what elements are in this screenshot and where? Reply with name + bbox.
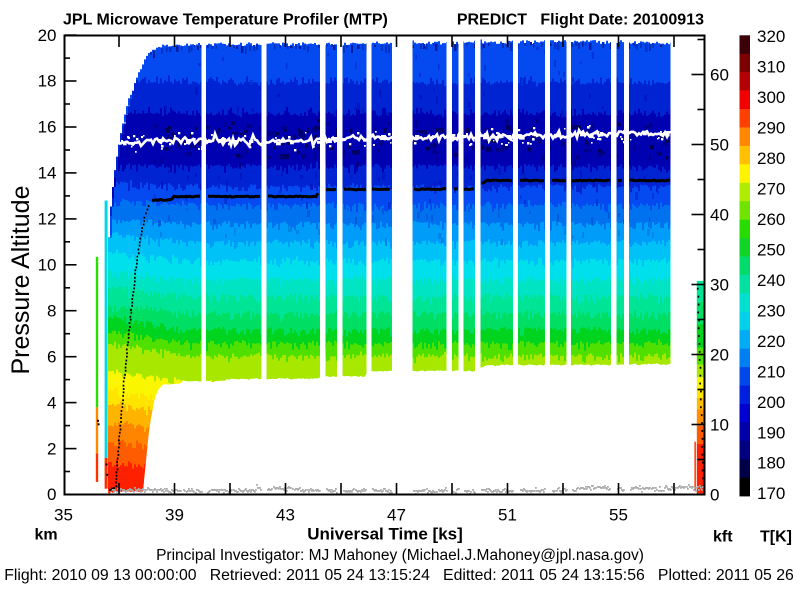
- svg-text:2: 2: [47, 439, 56, 458]
- svg-text:4: 4: [47, 393, 56, 412]
- svg-text:6: 6: [47, 347, 56, 366]
- svg-text:250: 250: [757, 240, 785, 259]
- svg-text:290: 290: [757, 119, 785, 138]
- svg-text:260: 260: [757, 210, 785, 229]
- svg-text:270: 270: [757, 180, 785, 199]
- svg-text:JPL Microwave Temperature Prof: JPL Microwave Temperature Profiler (MTP): [63, 12, 388, 29]
- svg-text:230: 230: [757, 301, 785, 320]
- svg-text:10: 10: [38, 256, 57, 275]
- svg-text:20: 20: [38, 26, 57, 45]
- svg-text:14: 14: [38, 164, 57, 183]
- svg-text:Principal Investigator: MJ Mah: Principal Investigator: MJ Mahoney (Mich…: [156, 547, 644, 564]
- svg-text:39: 39: [165, 506, 184, 525]
- svg-text:Flight: 2010 09 13 00:00:00: Flight: 2010 09 13 00:00:00 Retrieved: 2…: [4, 567, 794, 584]
- svg-text:30: 30: [710, 276, 729, 295]
- svg-text:300: 300: [757, 88, 785, 107]
- svg-text:Pressure Altitude: Pressure Altitude: [7, 186, 35, 375]
- svg-text:60: 60: [710, 66, 729, 85]
- svg-text:12: 12: [38, 210, 57, 229]
- svg-text:km: km: [35, 527, 58, 544]
- svg-text:200: 200: [757, 393, 785, 412]
- svg-text:310: 310: [757, 58, 785, 77]
- svg-text:PREDICT Flight Date: 2010091: PREDICT Flight Date: 20100913: [457, 12, 704, 29]
- svg-text:8: 8: [47, 301, 56, 320]
- svg-text:170: 170: [757, 484, 785, 503]
- svg-text:240: 240: [757, 271, 785, 290]
- svg-text:43: 43: [276, 506, 295, 525]
- svg-text:18: 18: [38, 72, 57, 91]
- svg-text:190: 190: [757, 423, 785, 442]
- svg-text:10: 10: [710, 416, 729, 435]
- svg-text:50: 50: [710, 136, 729, 155]
- svg-text:47: 47: [387, 506, 406, 525]
- svg-text:40: 40: [710, 206, 729, 225]
- svg-text:16: 16: [38, 118, 57, 137]
- svg-text:T[K]: T[K]: [760, 529, 792, 546]
- svg-text:280: 280: [757, 149, 785, 168]
- svg-text:Universal Time [ks]: Universal Time [ks]: [307, 525, 463, 544]
- svg-text:220: 220: [757, 332, 785, 351]
- svg-text:210: 210: [757, 362, 785, 381]
- svg-text:20: 20: [710, 346, 729, 365]
- svg-text:51: 51: [498, 506, 517, 525]
- svg-text:35: 35: [54, 506, 73, 525]
- svg-text:kft: kft: [713, 529, 733, 546]
- svg-text:320: 320: [757, 27, 785, 46]
- svg-text:0: 0: [47, 485, 56, 504]
- svg-text:180: 180: [757, 454, 785, 473]
- svg-text:0: 0: [710, 486, 719, 505]
- svg-text:55: 55: [609, 506, 628, 525]
